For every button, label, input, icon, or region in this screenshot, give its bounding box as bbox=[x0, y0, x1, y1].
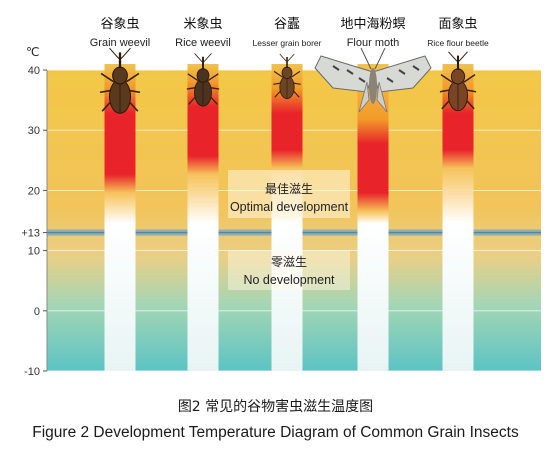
category-label-en: Flour moth bbox=[347, 37, 400, 49]
bar-rice-flour-beetle bbox=[442, 64, 474, 371]
category-label-cn: 谷蠹 bbox=[274, 16, 300, 32]
category-label-cn: 地中海粉螟 bbox=[340, 17, 405, 32]
annotation-box-optimal bbox=[228, 170, 350, 218]
annotation-none-cn: 零滋生 bbox=[271, 255, 307, 269]
rice-flour-beetle-icon bbox=[439, 51, 477, 112]
y-tick-label: 30 bbox=[28, 125, 40, 137]
figure-caption-chinese: 图2 常见的谷物害虫滋生温度图 bbox=[177, 399, 374, 415]
category-label-en: Grain weevil bbox=[90, 37, 151, 49]
annotation-optimal-cn: 最佳滋生 bbox=[265, 182, 313, 196]
category-label-en: Rice weevil bbox=[175, 37, 231, 49]
annotation-optimal-en: Optimal development bbox=[230, 200, 349, 214]
y-tick-label: -10 bbox=[24, 366, 40, 378]
bar-grain-weevil bbox=[104, 64, 136, 371]
category-label-en: Rice flour beetle bbox=[427, 38, 489, 48]
lesser-grain-borer-icon bbox=[273, 53, 301, 100]
y-tick-label: 40 bbox=[28, 65, 40, 77]
y-tick-label: +13 bbox=[21, 228, 40, 240]
category-label-en: Lesser grain borer bbox=[253, 38, 322, 48]
category-label-cn: 米象虫 bbox=[183, 17, 222, 32]
rice-weevil-icon bbox=[186, 53, 220, 107]
y-tick-label: 20 bbox=[28, 185, 40, 197]
bar-flour-moth bbox=[357, 64, 389, 371]
annotation-box-none bbox=[228, 250, 350, 290]
category-label-cn: 谷象虫 bbox=[100, 17, 139, 32]
y-tick-label: 10 bbox=[28, 246, 40, 258]
chart: 40 30 20 +13 10 0 -10 ℃ 谷象虫 Grain weevil 米象虫 Rice … bbox=[21, 16, 541, 378]
y-axis-unit-label: ℃ bbox=[26, 45, 39, 59]
annotation-none-en: No development bbox=[243, 273, 335, 287]
figure-caption-english: Figure 2 Development Temperature Diagram… bbox=[32, 424, 519, 441]
category-label-cn: 面象虫 bbox=[438, 17, 477, 32]
bar-rice-weevil bbox=[187, 64, 219, 371]
grain-weevil-icon bbox=[99, 47, 141, 114]
flour-moth-icon bbox=[314, 47, 432, 113]
y-tick-label: 0 bbox=[34, 306, 40, 318]
